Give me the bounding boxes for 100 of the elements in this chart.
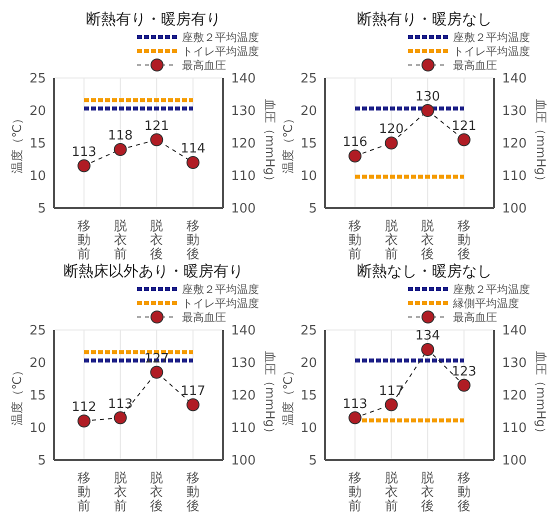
- chart-title: 断熱なし・暖房なし: [356, 261, 493, 282]
- chart-title: 断熱有り・暖房有り: [85, 9, 222, 30]
- x-tick-label: 移動後: [186, 219, 200, 262]
- legend-label: 最高血圧: [453, 310, 497, 324]
- y-tick-label: 5: [308, 202, 317, 217]
- y2-tick-label: 130: [502, 356, 527, 372]
- y2-tick-label: 130: [231, 356, 256, 372]
- y2-tick-label: 120: [502, 388, 527, 404]
- y2-tick-label: 140: [231, 324, 256, 339]
- y2-tick-label: 130: [502, 104, 527, 120]
- data-label: 113: [72, 144, 96, 160]
- data-label: 123: [452, 364, 476, 380]
- y2-tick-label: 140: [502, 72, 527, 87]
- point: [78, 414, 90, 428]
- y-tick-label: 15: [300, 388, 317, 404]
- data-label: 112: [72, 400, 96, 415]
- x-tick-label: 移動前: [348, 471, 362, 514]
- y-tick-label: 20: [300, 104, 317, 120]
- y-tick-label: 10: [300, 169, 317, 184]
- y2-axis-title: 血圧（mmHg）: [534, 98, 548, 188]
- y2-tick-label: 100: [502, 202, 527, 217]
- legend-label: 座敷２平均温度: [182, 282, 259, 296]
- y2-tick-label: 120: [502, 136, 527, 152]
- y-axis-title: 温度（℃）: [281, 112, 295, 174]
- y2-axis-title: 血圧（mmHg）: [263, 350, 277, 440]
- y2-axis-title: 血圧（mmHg）: [534, 350, 548, 440]
- data-label: 130: [415, 90, 440, 104]
- legend-label: 最高血圧: [182, 58, 226, 72]
- data-label: 134: [415, 328, 440, 344]
- y-tick-label: 20: [300, 356, 317, 372]
- point: [348, 150, 362, 162]
- y2-tick-label: 140: [502, 324, 527, 339]
- x-tick-label: 脱衣後: [150, 219, 164, 262]
- y-axis-title: 温度（℃）: [10, 364, 24, 426]
- legend-label: 縁側平均温度: [453, 296, 519, 310]
- point: [348, 411, 362, 424]
- x-tick-label: 脱衣後: [150, 471, 164, 514]
- x-tick-label: 移動前: [78, 471, 90, 514]
- y2-tick-label: 110: [231, 169, 256, 184]
- y-tick-label: 5: [38, 202, 46, 217]
- point: [421, 343, 434, 356]
- y-tick-label: 15: [300, 136, 317, 152]
- y2-tick-label: 130: [231, 104, 256, 120]
- point: [458, 378, 470, 392]
- point: [150, 366, 164, 379]
- x-tick-label: 脱衣前: [384, 219, 398, 262]
- point: [384, 398, 398, 412]
- x-tick-label: 脱衣前: [384, 471, 398, 514]
- legend-label: 座敷２平均温度: [182, 30, 259, 44]
- y-tick-label: 5: [308, 454, 317, 469]
- legend-label: 座敷２平均温度: [453, 30, 530, 44]
- point: [78, 159, 90, 172]
- y-tick-label: 25: [29, 72, 46, 87]
- y-axis-title: 温度（℃）: [10, 112, 24, 174]
- y-tick-label: 20: [29, 356, 46, 372]
- legend-label: トイレ平均温度: [182, 44, 259, 58]
- point: [186, 398, 200, 412]
- y-tick-label: 10: [29, 421, 46, 436]
- data-label: 114: [180, 142, 206, 156]
- y-tick-label: 15: [29, 136, 46, 152]
- data-label: 121: [144, 118, 170, 134]
- legend-label: トイレ平均温度: [182, 296, 259, 310]
- point: [114, 411, 127, 424]
- x-tick-label: 移動後: [186, 471, 200, 514]
- x-tick-label: 移動前: [348, 219, 362, 262]
- data-label: 117: [180, 384, 206, 399]
- y-axis-title: 温度（℃）: [281, 364, 295, 426]
- chart-title: 断熱床以外あり・暖房有り: [62, 261, 244, 282]
- x-tick-label: 脱衣後: [421, 219, 434, 262]
- y2-tick-label: 120: [231, 388, 256, 404]
- y-tick-label: 5: [38, 454, 46, 469]
- point: [150, 133, 164, 146]
- y2-tick-label: 140: [231, 72, 256, 87]
- legend-label: 最高血圧: [453, 58, 497, 72]
- point: [384, 136, 398, 150]
- y2-tick-label: 110: [231, 421, 256, 436]
- y2-axis-title: 血圧（mmHg）: [263, 98, 277, 188]
- legend-label: 最高血圧: [182, 310, 226, 324]
- data-label: 117: [378, 384, 404, 399]
- x-tick-label: 移動前: [78, 219, 90, 262]
- point: [114, 143, 127, 156]
- y2-tick-label: 110: [502, 169, 527, 184]
- data-label: 121: [452, 118, 476, 134]
- y-tick-label: 10: [300, 421, 317, 436]
- y-tick-label: 15: [29, 388, 46, 404]
- y2-tick-label: 100: [231, 454, 256, 469]
- y2-tick-label: 120: [231, 136, 256, 152]
- y-tick-label: 10: [29, 169, 46, 184]
- y-tick-label: 20: [29, 104, 46, 120]
- chart-title: 断熱有り・暖房なし: [356, 9, 493, 30]
- point: [421, 104, 434, 117]
- x-tick-label: 移動後: [458, 471, 470, 514]
- data-label: 118: [108, 128, 133, 144]
- data-label: 116: [342, 135, 368, 150]
- x-tick-label: 移動後: [458, 219, 470, 262]
- y-tick-label: 25: [300, 324, 317, 339]
- x-tick-label: 脱衣前: [114, 471, 127, 514]
- y-tick-label: 25: [300, 72, 317, 87]
- legend-label: 座敷２平均温度: [453, 282, 530, 296]
- data-label: 113: [342, 396, 368, 412]
